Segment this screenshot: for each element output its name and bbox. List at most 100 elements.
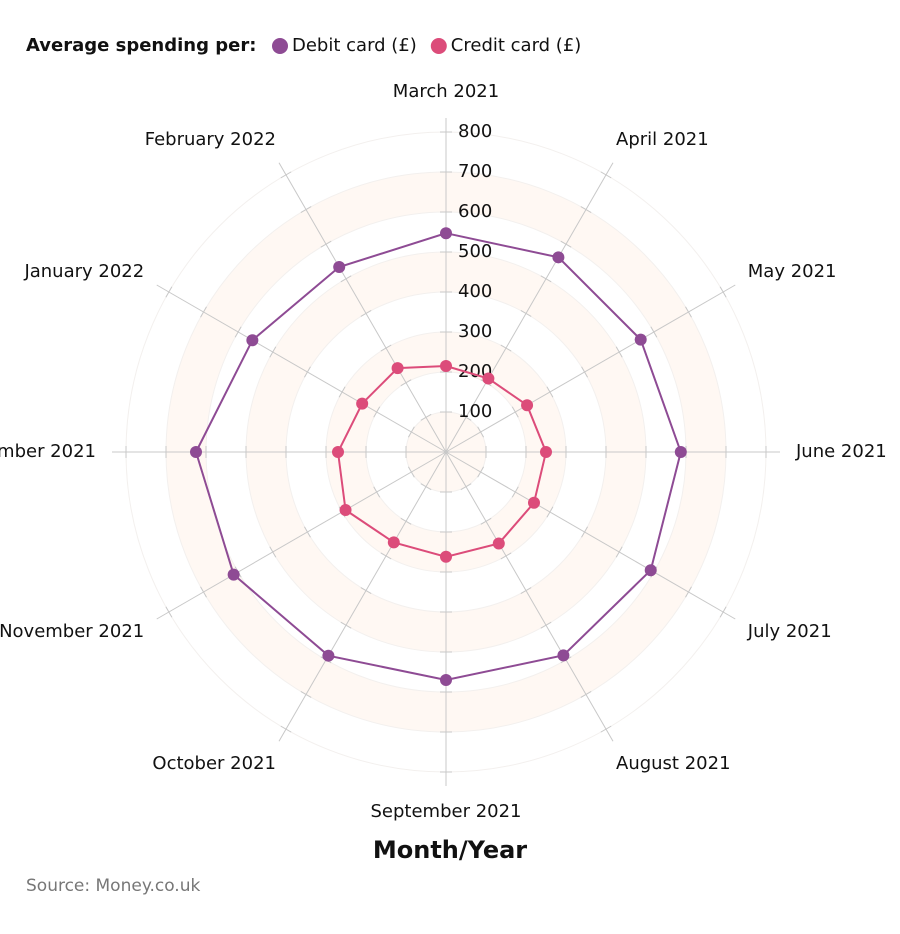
category-label: January 2022 <box>23 261 144 282</box>
tick-mark <box>650 326 658 338</box>
data-point <box>440 674 452 686</box>
tick-mark <box>460 483 472 491</box>
tick-mark <box>420 483 432 491</box>
tick-mark <box>540 275 552 283</box>
legend-title: Average spending per: <box>26 35 256 56</box>
tick-mark <box>300 691 312 698</box>
tick-mark <box>200 586 207 598</box>
data-point <box>521 399 534 412</box>
tick-mark <box>480 517 492 525</box>
legend-label: Credit card (£) <box>451 35 582 56</box>
tick-mark <box>338 386 346 398</box>
tick-mark <box>477 466 485 478</box>
category-label: March 2021 <box>393 81 499 102</box>
tick-mark <box>581 366 588 378</box>
category-label: November 2021 <box>0 621 144 642</box>
tick-mark <box>477 426 485 438</box>
tick-mark <box>546 386 554 398</box>
tick-mark <box>546 506 554 518</box>
spoke <box>445 451 614 742</box>
tick-mark <box>360 587 372 594</box>
tick-mark <box>269 346 277 358</box>
tick-mark <box>407 466 415 478</box>
tick-mark <box>304 366 311 378</box>
tick-mark <box>685 306 692 318</box>
tick-mark <box>615 346 623 358</box>
tick-mark <box>300 206 312 213</box>
r-tick-label: 500 <box>458 241 492 262</box>
data-point <box>482 372 495 385</box>
source: Source: Money.co.uk <box>26 876 200 896</box>
tick-mark <box>304 526 311 538</box>
tick-mark <box>520 587 532 594</box>
tick-mark <box>280 725 292 733</box>
legend-label: Debit card (£) <box>292 35 417 56</box>
spoke <box>278 162 447 453</box>
data-point <box>527 496 540 509</box>
r-tick-label: 400 <box>458 281 492 302</box>
data-point <box>557 649 570 662</box>
tick-mark <box>615 546 623 558</box>
data-point <box>332 446 344 458</box>
r-tick-label: 700 <box>458 161 492 182</box>
tick-mark <box>600 171 612 179</box>
category-label: August 2021 <box>616 753 731 774</box>
data-point <box>339 504 352 516</box>
data-point <box>540 446 552 458</box>
tick-mark <box>380 344 392 352</box>
tick-mark <box>340 621 352 629</box>
tick-mark <box>580 206 592 213</box>
category-label: October 2021 <box>152 753 276 774</box>
tick-mark <box>360 310 372 317</box>
data-point <box>246 334 259 347</box>
category-label: June 2021 <box>795 441 887 462</box>
tick-mark <box>165 606 173 618</box>
data-point <box>387 536 400 549</box>
tick-mark <box>373 406 381 418</box>
tick-mark <box>407 426 415 438</box>
tick-mark <box>685 586 692 598</box>
tick-mark <box>380 552 392 560</box>
tick-mark <box>580 691 592 698</box>
legend-marker <box>272 38 288 54</box>
category-label: April 2021 <box>616 129 709 150</box>
tick-mark <box>269 546 277 558</box>
data-point <box>552 251 565 264</box>
tick-mark <box>520 310 532 317</box>
category-label: July 2021 <box>747 621 832 642</box>
spoke <box>156 451 447 620</box>
data-point <box>440 550 452 563</box>
tick-mark <box>320 240 332 248</box>
legend: Debit card (£) Credit card (£) <box>272 35 581 56</box>
category-label: May 2021 <box>748 261 837 282</box>
tick-mark <box>200 306 207 318</box>
r-tick-label: 800 <box>458 121 492 142</box>
axis-title: Month/Year <box>373 836 527 864</box>
tick-mark <box>600 725 612 733</box>
tick-mark <box>719 606 727 618</box>
tick-mark <box>581 526 588 538</box>
data-point <box>333 261 346 274</box>
tick-mark <box>500 344 512 352</box>
data-point <box>190 446 202 458</box>
tick-mark <box>400 517 412 525</box>
data-point <box>322 649 335 662</box>
tick-mark <box>400 379 412 387</box>
data-point <box>674 446 687 458</box>
tick-mark <box>420 413 432 421</box>
tick-mark <box>460 413 472 421</box>
r-tick-label: 600 <box>458 201 492 222</box>
r-tick-label: 100 <box>458 401 492 422</box>
tick-mark <box>373 486 381 498</box>
tick-mark <box>511 486 519 498</box>
data-point <box>634 333 647 346</box>
tick-mark <box>540 621 552 629</box>
tick-mark <box>340 275 352 283</box>
data-point <box>644 564 657 577</box>
category-label: February 2022 <box>145 129 276 150</box>
spoke <box>156 284 447 453</box>
tick-mark <box>511 406 519 418</box>
spoke <box>445 451 736 620</box>
tick-mark <box>165 286 173 298</box>
